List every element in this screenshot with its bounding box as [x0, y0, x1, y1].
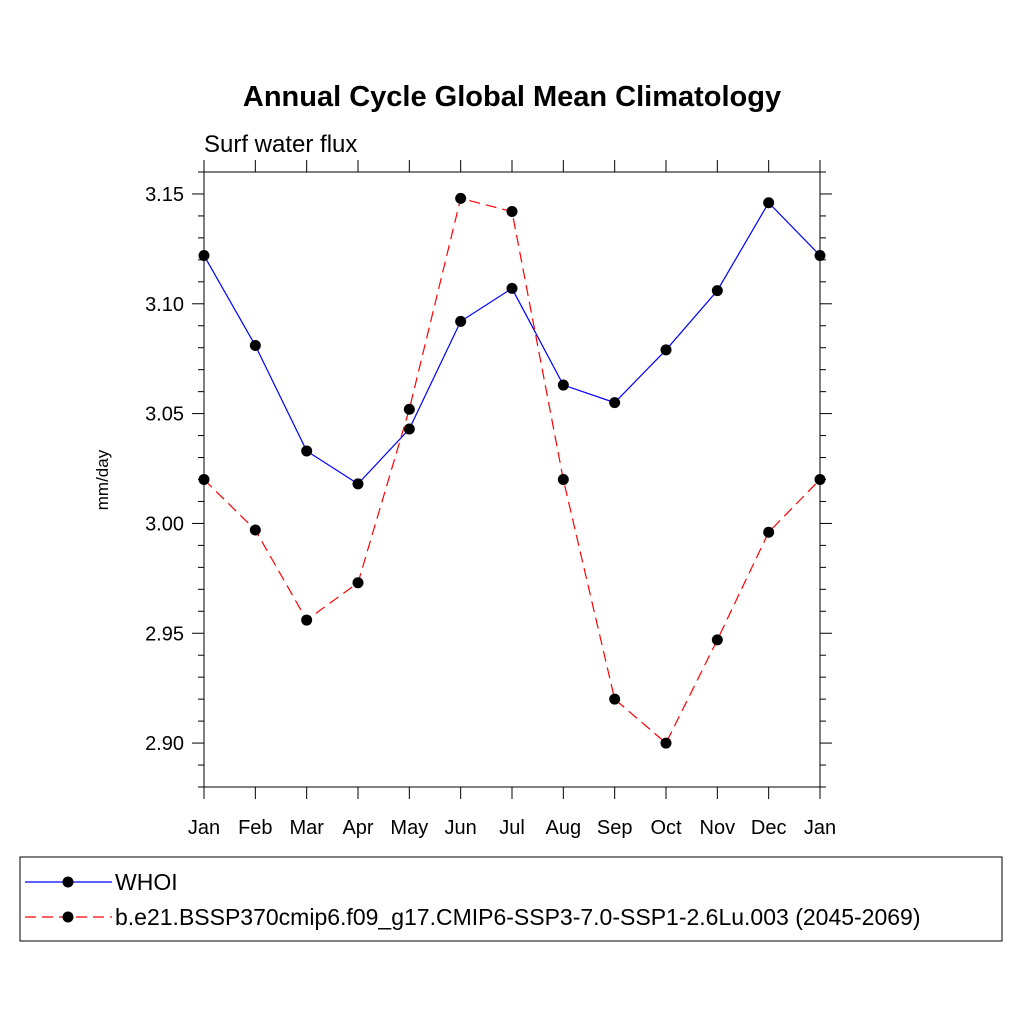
data-point	[557, 379, 569, 391]
x-tick-label: Jan	[188, 817, 220, 839]
series-line	[203, 197, 821, 745]
data-point	[352, 478, 364, 490]
data-point	[506, 282, 518, 294]
legend-box	[19, 856, 1003, 942]
x-tick-label: May	[390, 817, 428, 839]
x-tick-label: Apr	[342, 817, 373, 839]
series-line	[203, 201, 821, 485]
legend-marker	[62, 911, 74, 923]
y-tick-label: 2.95	[145, 623, 184, 645]
data-point	[609, 397, 621, 409]
data-point	[763, 197, 775, 209]
y-tick-label: 2.90	[145, 733, 184, 755]
plot-frame	[203, 171, 821, 788]
data-point	[660, 737, 672, 749]
y-tick-label: 3.10	[145, 294, 184, 316]
data-point	[198, 249, 210, 261]
series-2	[198, 192, 826, 749]
data-point	[609, 693, 621, 705]
x-tick-label: Jul	[499, 817, 525, 839]
axis-ticks	[192, 160, 832, 799]
data-point	[455, 192, 467, 204]
data-point	[660, 344, 672, 356]
data-point	[557, 474, 569, 485]
legend-entry-2: b.e21.BSSP370cmip6.f09_g17.CMIP6-SSP3-7.…	[25, 904, 921, 930]
x-tick-label: Oct	[650, 817, 682, 839]
y-axis-label: mm/day	[93, 449, 112, 510]
data-point	[711, 634, 723, 646]
x-tick-label: Dec	[751, 817, 787, 839]
legend-entry-1: WHOI	[25, 869, 178, 895]
y-tick-labels: 3.15 3.10 3.05 3.00 2.95 2.90	[145, 184, 184, 755]
data-point	[711, 285, 723, 297]
data-point	[198, 474, 210, 485]
y-tick-label: 3.15	[145, 184, 184, 206]
x-tick-label: Nov	[700, 817, 736, 839]
series-layer	[198, 192, 826, 749]
chart-subtitle: Surf water flux	[204, 131, 357, 158]
data-point	[249, 340, 261, 352]
x-tick-label: Aug	[546, 817, 582, 839]
x-tick-label: Sep	[597, 817, 633, 839]
legend-marker	[62, 876, 74, 888]
data-point	[455, 315, 467, 327]
data-point	[301, 445, 313, 457]
series-1	[198, 197, 826, 490]
data-point	[403, 423, 415, 435]
data-point	[403, 403, 415, 415]
x-tick-label: Mar	[289, 817, 324, 839]
x-tick-label: Jun	[445, 817, 477, 839]
data-point	[763, 526, 775, 538]
x-tick-label: Feb	[238, 817, 272, 839]
data-point	[352, 577, 364, 589]
y-tick-label: 3.00	[145, 513, 184, 535]
legend: WHOI b.e21.BSSP370cmip6.f09_g17.CMIP6-SSP…	[25, 869, 921, 930]
x-tick-labels: Jan Feb Mar Apr May Jun Jul Aug Sep Oct Nov Dec Jan	[188, 817, 836, 839]
data-point	[301, 614, 313, 626]
legend-label: b.e21.BSSP370cmip6.f09_g17.CMIP6-SSP3-7.…	[115, 904, 921, 930]
y-tick-label: 3.05	[145, 404, 184, 426]
data-point	[506, 206, 518, 218]
data-point	[249, 524, 261, 536]
x-tick-label: Jan	[804, 817, 836, 839]
data-point	[814, 249, 826, 261]
legend-label: WHOI	[115, 869, 178, 895]
chart-title: Annual Cycle Global Mean Climatology	[243, 81, 781, 113]
data-point	[814, 474, 826, 485]
